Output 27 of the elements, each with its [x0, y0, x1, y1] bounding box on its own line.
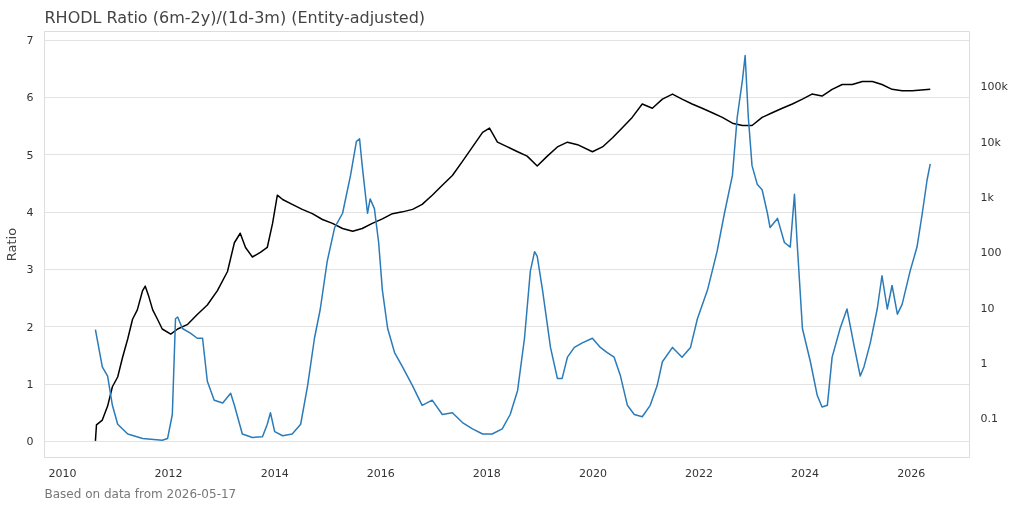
- y2-tick-label: 100: [980, 246, 1002, 260]
- x-tick-label: 2014: [260, 466, 289, 480]
- x-tick-label: 2026: [897, 466, 926, 480]
- x-tick-label: 2020: [578, 466, 607, 480]
- y2-tick-label: 0.1: [980, 412, 998, 426]
- y2-tick-label: 100k: [980, 80, 1009, 94]
- y-tick-label: 7: [26, 34, 34, 48]
- x-tick-label: 2010: [48, 466, 77, 480]
- x-tick-label: 2016: [366, 466, 395, 480]
- y2-tick-label: 1k: [980, 191, 995, 204]
- y-tick-label: 4: [26, 206, 34, 220]
- chart-title: RHODL Ratio (6m-2y)/(1d-3m) (Entity-adjusted): [44, 7, 426, 27]
- y-tick-label: 0: [26, 435, 34, 449]
- y2-tick-label: 10: [980, 301, 995, 315]
- y-tick-label: 3: [26, 263, 34, 277]
- y-tick-label: 1: [26, 378, 34, 392]
- x-tick-label: 2018: [472, 466, 501, 480]
- x-tick-label: 2022: [685, 466, 713, 480]
- text: Based on data from 2026-05-17: [44, 486, 237, 501]
- y-tick-label: 2: [26, 320, 34, 334]
- y-axis-title: Ratio: [3, 227, 19, 262]
- y-tick-label: 5: [26, 148, 34, 162]
- y2-tick-label: 10k: [980, 135, 1002, 149]
- y-tick-label: 6: [26, 91, 34, 105]
- y2-tick-label: 1: [980, 356, 988, 370]
- x-tick-label: 2012: [154, 466, 183, 480]
- x-tick-label: 2024: [791, 466, 820, 480]
